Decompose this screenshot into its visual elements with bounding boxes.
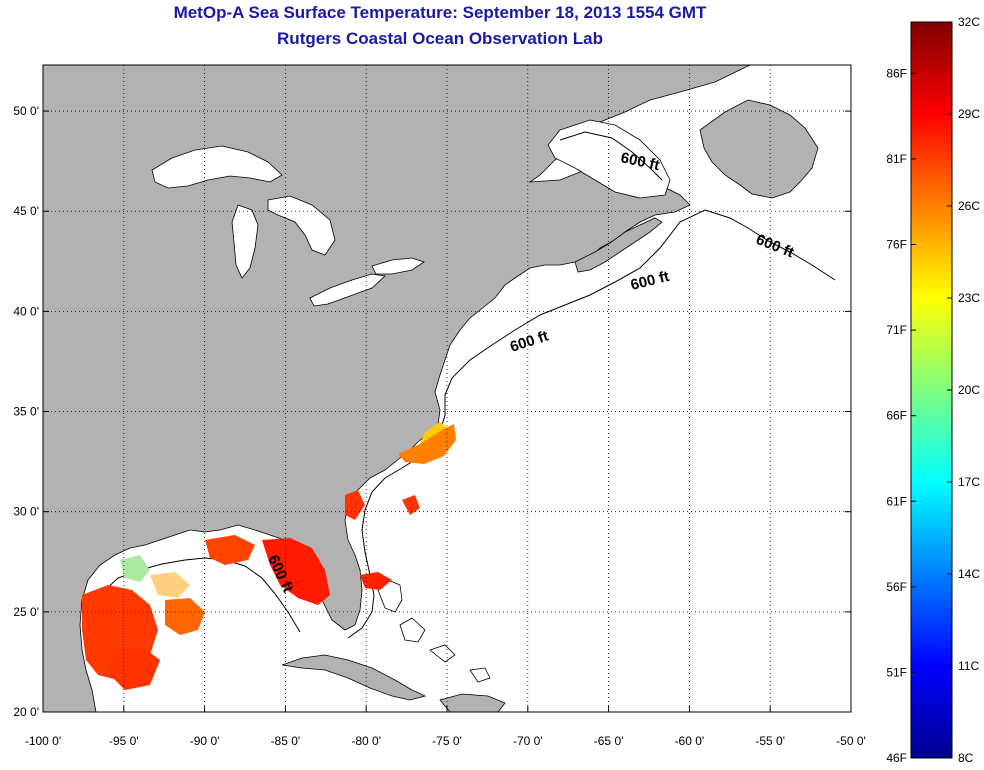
lat-tick-label: 50 0' (13, 104, 39, 118)
colorbar-label-fahrenheit: 46F (886, 751, 907, 765)
land-hispaniola (439, 693, 506, 712)
sst-data-patches (82, 422, 456, 690)
sst-patch-gulf-greenish (120, 555, 150, 582)
colorbar-label-celsius: 29C (958, 107, 980, 121)
lake-ontario (371, 257, 425, 275)
lat-tick-label: 20 0' (13, 705, 39, 719)
colorbar-label-celsius: 32C (958, 15, 980, 29)
map-title: MetOp-A Sea Surface Temperature: Septemb… (173, 3, 707, 22)
sst-patch-offshore (402, 495, 420, 515)
lon-tick-label: -75 0' (432, 734, 462, 748)
sst-patch-carolina (345, 490, 365, 520)
sst-patch-nc-shelf (398, 424, 456, 464)
sst-patch-gulf-south (110, 645, 160, 690)
colorbar-label-celsius: 11C (958, 659, 979, 673)
map-grid (43, 65, 851, 712)
colorbar-label-fahrenheit: 76F (886, 238, 907, 252)
lon-tick-label: -85 0' (271, 734, 301, 748)
lake-michigan (231, 204, 259, 279)
colorbar: 32C 29C 26C 23C 20C 17C 14C 11C 8C 86F 81F 76F 71F 66… (886, 15, 980, 765)
colorbar-label-celsius: 26C (958, 199, 980, 213)
lat-tick-label: 45 0' (13, 204, 39, 218)
latitude-ticks: 20 0' 25 0' 30 0' 35 0' 40 0' 45 0' 50 0' (13, 104, 851, 719)
sst-patch-gulf-yellowish (150, 572, 190, 598)
colorbar-label-celsius: 8C (958, 751, 974, 765)
colorbar-label-fahrenheit: 86F (886, 66, 907, 80)
lat-tick-label: 35 0' (13, 405, 39, 419)
land-cuba (281, 654, 427, 701)
lon-tick-label: -95 0' (109, 734, 139, 748)
isobath-600ft-upper (559, 131, 663, 181)
lat-tick-label: 30 0' (13, 505, 39, 519)
map-panel: 600 ft 600 ft 600 ft 600 ft 600 ft -100 … (13, 64, 866, 748)
colorbar-label-fahrenheit: 51F (886, 665, 907, 679)
land-bahamas (377, 579, 491, 683)
lon-tick-label: -100 0' (25, 734, 61, 748)
lon-tick-label: -50 0' (836, 734, 866, 748)
colorbar-label-fahrenheit: 56F (886, 580, 907, 594)
land-nova-scotia (574, 217, 663, 273)
sst-patch-gulf-mid (165, 598, 205, 635)
lake-huron (267, 195, 336, 256)
colorbar-gradient (910, 21, 953, 759)
colorbar-label-celsius: 17C (958, 475, 980, 489)
colorbar-label-fahrenheit: 61F (886, 494, 907, 508)
map-subtitle: Rutgers Coastal Ocean Observation Lab (277, 29, 603, 48)
colorbar-label-fahrenheit: 66F (886, 409, 907, 423)
lon-tick-label: -70 0' (513, 734, 543, 748)
lat-tick-label: 40 0' (13, 304, 39, 318)
sst-patch-florida-west (262, 538, 330, 605)
lon-tick-label: -90 0' (190, 734, 220, 748)
land-newfoundland (699, 99, 819, 199)
lon-tick-label: -65 0' (594, 734, 624, 748)
colorbar-label-fahrenheit: 71F (886, 323, 907, 337)
sst-patch-gulf-central (205, 535, 255, 565)
colorbar-label-celsius: 23C (958, 291, 980, 305)
lon-tick-label: -55 0' (755, 734, 785, 748)
water-gulf-of-st-lawrence (547, 119, 671, 199)
lon-tick-label: -80 0' (351, 734, 381, 748)
sst-patch-florida-east (360, 572, 392, 590)
lat-tick-label: 25 0' (13, 605, 39, 619)
isobath-600ft-atlantic (347, 209, 836, 639)
colorbar-label-celsius: 20C (958, 383, 980, 397)
lon-tick-label: -60 0' (675, 734, 705, 748)
colorbar-label-fahrenheit: 81F (886, 152, 907, 166)
lake-superior (151, 145, 283, 189)
colorbar-labels: 32C 29C 26C 23C 20C 17C 14C 11C 8C 86F 81F 76F 71F 66… (886, 15, 980, 765)
colorbar-label-celsius: 14C (958, 567, 980, 581)
longitude-ticks: -100 0' -95 0' -90 0' -85 0' -80 0' -75 0' -70… (25, 706, 866, 748)
